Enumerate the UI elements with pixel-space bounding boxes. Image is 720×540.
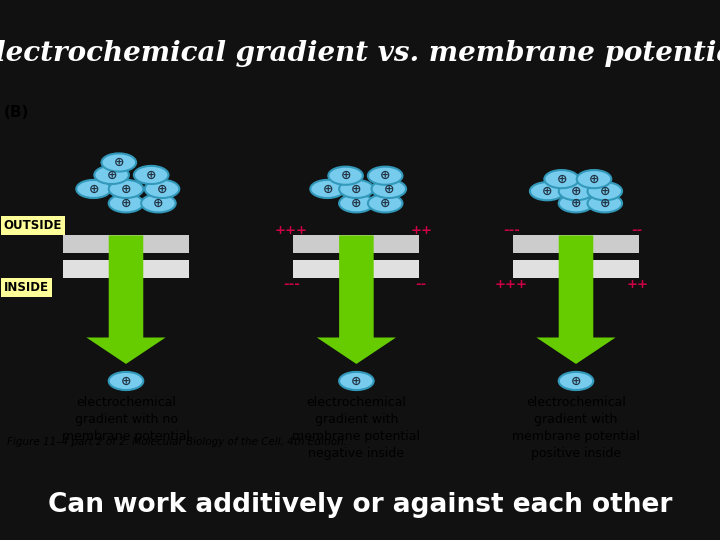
Text: --: --: [631, 224, 643, 237]
Text: ⊕: ⊕: [157, 183, 167, 195]
Text: ⊕: ⊕: [351, 183, 361, 195]
Text: +++: +++: [275, 224, 308, 237]
Circle shape: [588, 194, 622, 212]
FancyArrow shape: [536, 235, 616, 364]
Circle shape: [559, 182, 593, 200]
Bar: [513, 235, 639, 253]
Text: ⊕: ⊕: [571, 185, 581, 198]
Circle shape: [76, 180, 111, 198]
Circle shape: [544, 170, 579, 188]
Text: electrochemical
gradient with no
membrane potential: electrochemical gradient with no membran…: [62, 396, 190, 443]
Bar: [294, 260, 419, 278]
Circle shape: [339, 194, 374, 212]
Circle shape: [559, 194, 593, 212]
Text: ⊕: ⊕: [323, 183, 333, 195]
Text: ⊕: ⊕: [557, 173, 567, 186]
Bar: [63, 260, 189, 278]
Circle shape: [328, 167, 363, 185]
Circle shape: [339, 180, 374, 198]
Circle shape: [109, 372, 143, 390]
Text: ⊕: ⊕: [114, 156, 124, 169]
Text: (B): (B): [4, 105, 29, 120]
Text: ⊕: ⊕: [121, 197, 131, 210]
Text: ⊕: ⊕: [589, 173, 599, 186]
Text: ⊕: ⊕: [121, 374, 131, 388]
Text: Figure 11–4 part 2 of 2. Molecular Biology of the Cell, 4th Edition.: Figure 11–4 part 2 of 2. Molecular Biolo…: [7, 437, 347, 447]
Bar: [513, 260, 639, 278]
Circle shape: [141, 194, 176, 212]
Text: INSIDE: INSIDE: [4, 281, 49, 294]
Circle shape: [109, 180, 143, 198]
Text: electrochemical
gradient with
membrane potential
positive inside: electrochemical gradient with membrane p…: [512, 396, 640, 460]
Text: OUTSIDE: OUTSIDE: [4, 219, 62, 232]
Text: ⊕: ⊕: [121, 183, 131, 195]
Circle shape: [588, 182, 622, 200]
Text: ⊕: ⊕: [351, 197, 361, 210]
Bar: [63, 235, 189, 253]
Text: ⊕: ⊕: [600, 197, 610, 210]
Circle shape: [339, 372, 374, 390]
Text: ⊕: ⊕: [351, 374, 361, 388]
Bar: [294, 235, 419, 253]
Circle shape: [134, 166, 168, 184]
Text: Can work additively or against each other: Can work additively or against each othe…: [48, 492, 672, 518]
Text: ---: ---: [503, 224, 520, 237]
Text: ---: ---: [283, 278, 300, 291]
Circle shape: [102, 153, 136, 172]
Circle shape: [94, 166, 129, 184]
Text: ⊕: ⊕: [542, 185, 552, 198]
Text: ⊕: ⊕: [571, 374, 581, 388]
Circle shape: [368, 194, 402, 212]
Circle shape: [559, 372, 593, 390]
Circle shape: [372, 180, 406, 198]
Text: ⊕: ⊕: [107, 168, 117, 181]
Circle shape: [577, 170, 611, 188]
Text: ++: ++: [410, 224, 432, 237]
Circle shape: [530, 182, 564, 200]
Circle shape: [145, 180, 179, 198]
FancyArrow shape: [86, 235, 166, 364]
Circle shape: [368, 167, 402, 185]
Text: ⊕: ⊕: [384, 183, 394, 195]
Circle shape: [109, 194, 143, 212]
Text: ⊕: ⊕: [146, 168, 156, 181]
Text: ⊕: ⊕: [380, 169, 390, 182]
Text: electrochemical
gradient with
membrane potential
negative inside: electrochemical gradient with membrane p…: [292, 396, 420, 460]
Text: ⊕: ⊕: [341, 169, 351, 182]
Text: ⊕: ⊕: [380, 197, 390, 210]
FancyArrow shape: [317, 235, 396, 364]
Text: +++: +++: [495, 278, 528, 291]
Text: ⊕: ⊕: [571, 197, 581, 210]
Text: ⊕: ⊕: [89, 183, 99, 195]
Text: Electrochemical gradient vs. membrane potential: Electrochemical gradient vs. membrane po…: [0, 40, 720, 67]
Circle shape: [310, 180, 345, 198]
Text: ⊕: ⊕: [153, 197, 163, 210]
Text: ⊕: ⊕: [600, 185, 610, 198]
Text: ++: ++: [626, 278, 648, 291]
Text: --: --: [415, 278, 427, 291]
